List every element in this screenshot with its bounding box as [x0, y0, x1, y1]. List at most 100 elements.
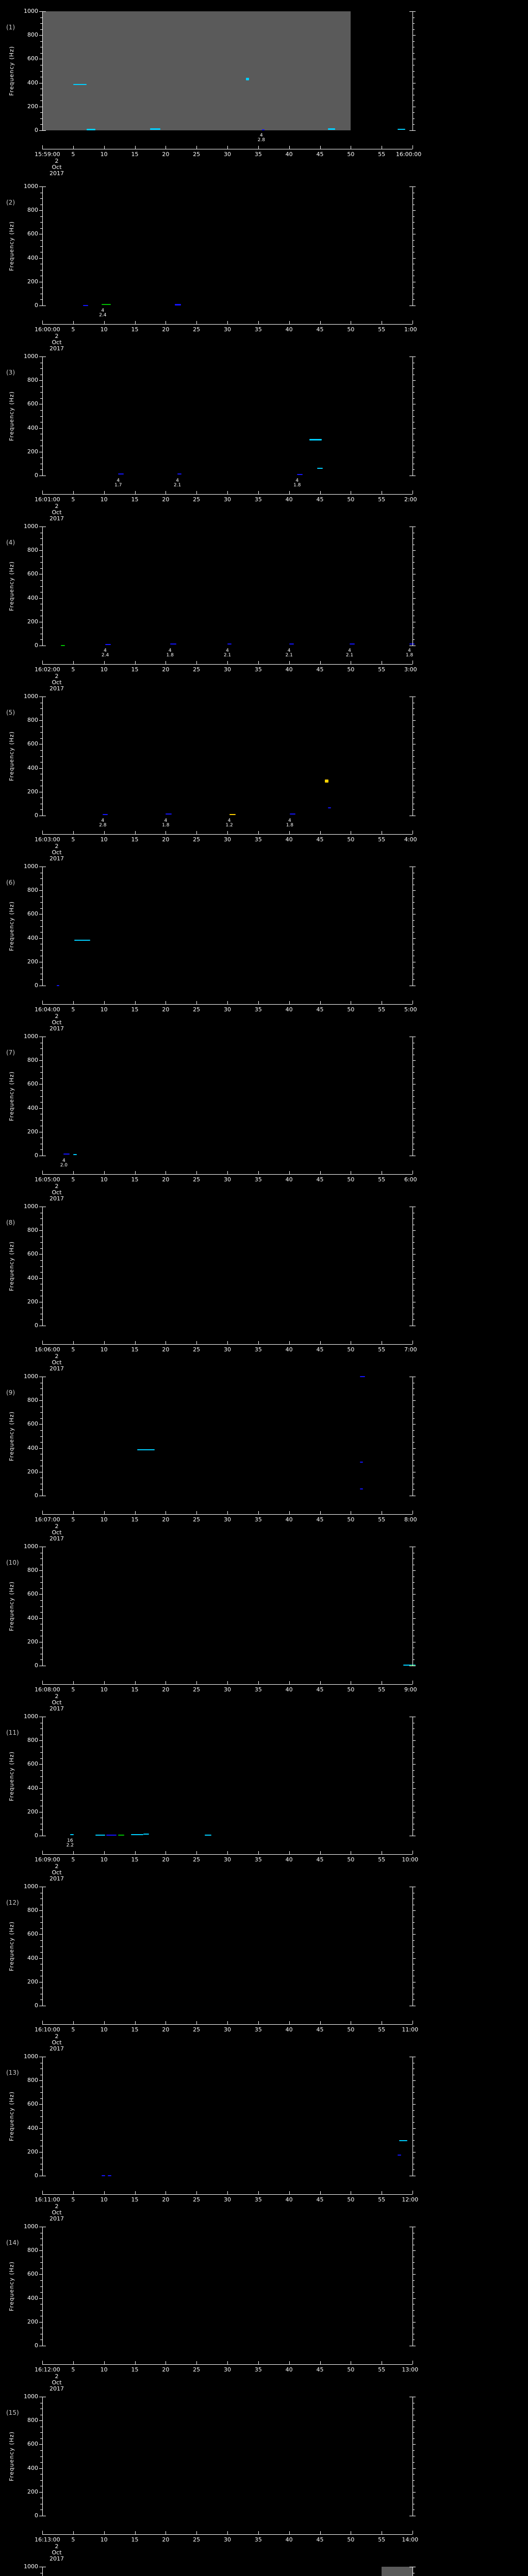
- x-tick-label: 4:00: [404, 836, 417, 843]
- y-tick-minor-right: [412, 228, 415, 229]
- x-tick-label: 1:00: [404, 326, 417, 333]
- panel-index-label: (3): [6, 369, 15, 376]
- spectrogram-panel: 0 200 400 600 800 1000 Frequency (Hz) (5) 4 2.8 4 1…: [0, 685, 528, 862]
- y-tick-minor: [40, 386, 42, 387]
- x-tick: [258, 1001, 259, 1004]
- x-tick-label: 55: [378, 2026, 386, 2033]
- event-count: 4: [164, 818, 168, 823]
- y-tick-major-right: [412, 2080, 416, 2081]
- x-tick-label: 45: [316, 2196, 324, 2203]
- x-tick: [42, 2531, 43, 2534]
- x-tick-label: 25: [193, 1686, 201, 1693]
- event-magnitude: 1.2: [225, 823, 233, 828]
- date-line: Oct: [52, 2549, 62, 2556]
- x-tick-label: 20: [162, 1006, 170, 1013]
- y-tick-major-right: [412, 1060, 416, 1061]
- y-tick-minor: [40, 926, 42, 927]
- y-axis: [39, 697, 46, 816]
- x-tick-label: 25: [193, 2366, 201, 2373]
- date-line: Oct: [52, 164, 62, 171]
- date-stack: 2 Oct 2017: [50, 1013, 64, 1032]
- x-tick: [135, 2191, 136, 2194]
- y-tick-minor-right: [412, 1436, 415, 1437]
- y-tick-minor-right: [412, 1630, 415, 1631]
- y-tick-major: [39, 1764, 42, 1765]
- y-tick-major-right: [412, 1400, 416, 1401]
- y-tick-label: 400: [27, 594, 38, 601]
- detection-mark: [360, 1376, 365, 1377]
- x-tick-label: 35: [254, 1346, 262, 1353]
- y-tick-minor-right: [412, 2456, 415, 2457]
- date-line: Oct: [52, 2379, 62, 2386]
- x-tick-label: 55: [378, 1686, 386, 1693]
- detection-mark: [74, 939, 91, 941]
- event-count: 4: [176, 478, 179, 483]
- x-tick-label: 45: [316, 1346, 324, 1353]
- y-tick-minor: [40, 1418, 42, 1419]
- plot-area: [42, 1887, 412, 2006]
- x-tick-label: 16:00:00: [35, 326, 60, 333]
- event-annotation: 4 2.4: [102, 649, 109, 658]
- y-tick-major: [39, 210, 42, 211]
- date-line: 2017: [50, 685, 64, 692]
- y-tick-label: 1000: [24, 523, 38, 530]
- y-tick-label: 800: [27, 547, 38, 554]
- x-tick: [196, 1171, 197, 1174]
- y-tick-minor-right: [412, 809, 415, 810]
- y-tick-label: 200: [27, 1298, 38, 1305]
- detection-mark: [56, 985, 60, 987]
- x-tick: [42, 1681, 43, 1684]
- y-tick-minor-right: [412, 1970, 415, 1971]
- x-tick: [412, 831, 413, 834]
- y-tick-labels: 0 200 400 600 800 1000: [0, 2394, 42, 2518]
- y-tick-label: 200: [27, 618, 38, 625]
- date-stack: 2 Oct 2017: [50, 2374, 64, 2392]
- x-tick-label: 50: [347, 326, 355, 333]
- x-tick: [227, 1171, 228, 1174]
- x-tick: [196, 2191, 197, 2194]
- plot-area: [42, 2397, 412, 2516]
- x-tick-label: 50: [347, 2366, 355, 2373]
- x-tick: [320, 1001, 321, 1004]
- y-tick-minor-right: [412, 1782, 415, 1783]
- y-tick-minor: [40, 2474, 42, 2475]
- x-tick: [135, 831, 136, 834]
- y-axis-right: [409, 11, 416, 131]
- x-tick: [289, 2361, 290, 2364]
- x-tick-label: 40: [285, 2196, 293, 2203]
- y-tick-label: 600: [27, 2270, 38, 2278]
- spectrogram-panel: 0 200 400 600 800 1000 Frequency (Hz) (15) 16:13…: [0, 2385, 528, 2562]
- y-axis-right: [409, 2227, 416, 2346]
- y-tick-label: 200: [27, 2318, 38, 2325]
- x-tick-label: 35: [254, 836, 262, 843]
- x-tick: [320, 1851, 321, 1854]
- y-tick-minor-right: [412, 732, 415, 733]
- x-tick-label: 50: [347, 2536, 355, 2543]
- x-tick-label: 20: [162, 326, 170, 333]
- x-tick-label: 30: [224, 151, 231, 158]
- y-tick-minor: [40, 1218, 42, 1219]
- y-tick-minor-right: [412, 1800, 415, 1801]
- y-tick-minor: [40, 726, 42, 727]
- y-tick-minor-right: [412, 1096, 415, 1097]
- y-tick-major-right: [412, 2250, 416, 2251]
- x-tick: [73, 661, 74, 664]
- date-line: 2017: [50, 855, 64, 862]
- y-tick-minor-right: [412, 2432, 415, 2433]
- x-tick: [135, 321, 136, 324]
- y-tick-minor: [40, 708, 42, 709]
- y-tick-label: 800: [27, 1227, 38, 1234]
- y-tick-label: 200: [27, 1468, 38, 1475]
- y-tick-minor: [40, 580, 42, 581]
- y-tick-label: 400: [27, 1954, 38, 1961]
- x-tick-label: 15: [131, 151, 139, 158]
- date-line: Oct: [52, 509, 62, 516]
- y-tick-major-right: [412, 598, 416, 599]
- y-tick-minor: [40, 1582, 42, 1583]
- x-tick-label: 10: [100, 1516, 108, 1523]
- y-tick-major: [39, 35, 42, 36]
- y-tick-labels: 0 200 400 600 800 1000: [0, 1033, 42, 1158]
- y-tick-minor-right: [412, 1266, 415, 1267]
- x-tick-label: 35: [254, 1176, 262, 1183]
- y-tick-minor: [40, 920, 42, 921]
